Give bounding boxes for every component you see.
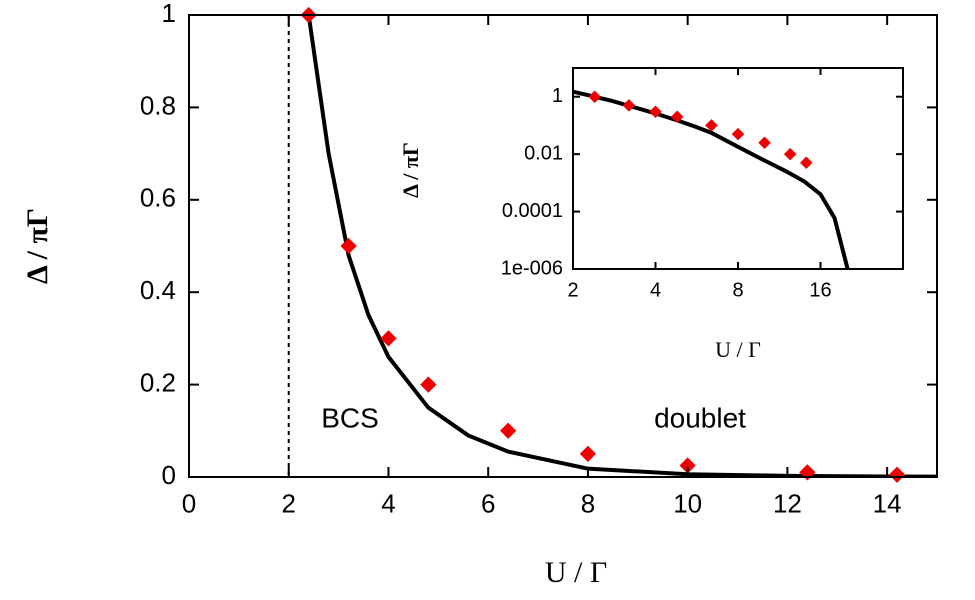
annotation: BCS	[321, 402, 379, 433]
marker	[679, 457, 696, 474]
y-tick-label: 0.01	[524, 142, 563, 164]
x-tick-label: 8	[581, 488, 595, 518]
marker	[888, 466, 906, 483]
x-tick-label: 2	[567, 279, 578, 301]
x-tick-label: 0	[182, 488, 196, 518]
x-tick-label: 4	[650, 279, 661, 301]
y-axis-label: Δ / πΓ	[21, 208, 54, 284]
y-tick-label: 0.0001	[502, 200, 563, 222]
x-axis-label: U / Γ	[545, 556, 607, 589]
x-tick-label: 16	[809, 279, 831, 301]
marker	[500, 422, 517, 439]
marker	[380, 330, 397, 347]
y-tick-label: 1e-006	[501, 257, 563, 279]
marker	[579, 445, 597, 463]
marker	[731, 127, 745, 141]
plot-frame	[188, 14, 938, 478]
marker	[649, 105, 662, 118]
marker	[705, 119, 718, 132]
x-tick-label: 10	[673, 488, 702, 518]
curve	[573, 89, 850, 269]
marker	[588, 90, 601, 103]
y-tick-label: 0.4	[140, 275, 176, 305]
x-axis-label: U / Γ	[715, 337, 761, 362]
marker	[758, 136, 771, 149]
x-tick-label: 14	[873, 488, 902, 518]
marker	[622, 99, 636, 112]
x-tick-label: 4	[381, 488, 395, 518]
marker	[799, 464, 816, 481]
marker	[783, 147, 797, 161]
plot-area	[573, 89, 850, 269]
x-tick-label: 6	[481, 488, 495, 518]
y-tick-label: 1	[552, 85, 563, 107]
x-tick-label: 8	[732, 279, 743, 301]
y-tick-label: 0.2	[140, 367, 176, 397]
marker	[670, 110, 684, 124]
y-tick-label: 1	[162, 0, 176, 28]
marker	[420, 376, 437, 393]
y-axis-label: Δ / πΓ	[398, 142, 423, 198]
y-tick-label: 0.8	[140, 90, 176, 120]
y-tick-label: 0.6	[140, 183, 176, 213]
annotation: doublet	[654, 402, 746, 433]
y-tick-label: 0	[162, 460, 176, 490]
x-tick-label: 2	[281, 488, 295, 518]
marker	[340, 237, 357, 255]
inset-background	[573, 68, 903, 269]
x-tick-label: 12	[773, 488, 802, 518]
marker	[800, 156, 813, 170]
